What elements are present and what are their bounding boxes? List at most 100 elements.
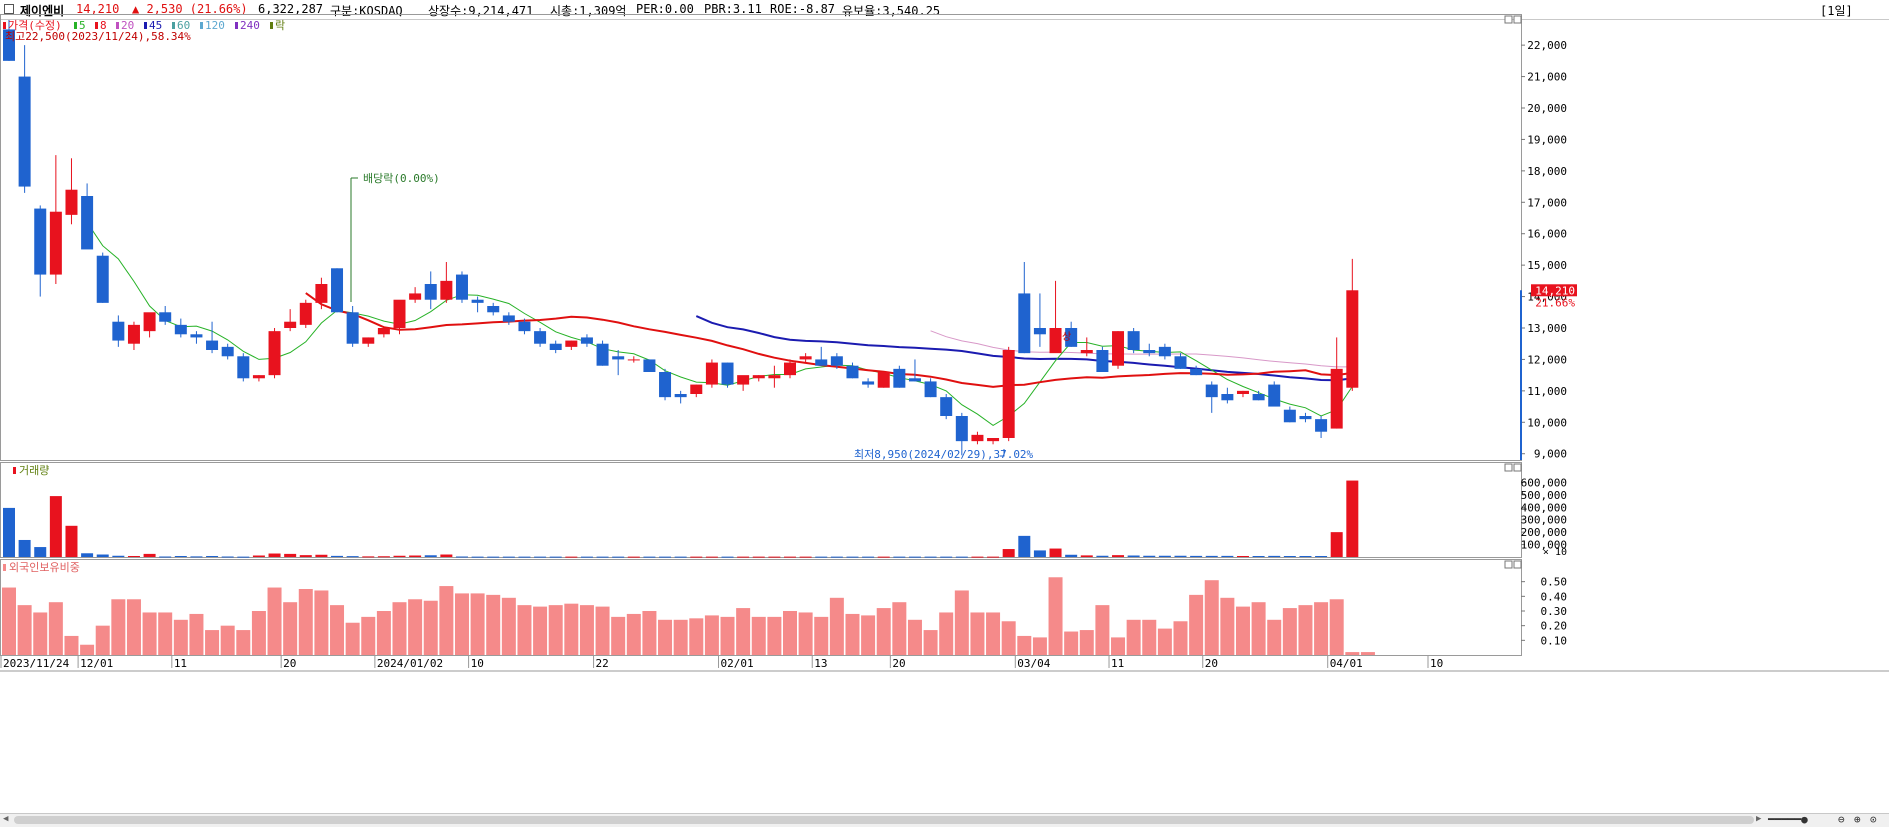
volume-bar: [1221, 555, 1234, 557]
x-tick-label: 11: [174, 657, 187, 670]
x-tick-label: 03/04: [1017, 657, 1050, 670]
price-tick-label: 15,000: [1527, 259, 1567, 272]
x-tick-label: 12/01: [80, 657, 113, 670]
foreign-ratio-bar: [970, 612, 985, 655]
volume-bar: [112, 555, 125, 557]
volume-bar: [3, 507, 15, 557]
foreign-ratio-bar: [392, 602, 407, 655]
candle-body: [487, 306, 500, 313]
foreign-ratio-bar: [673, 619, 688, 655]
ma5-line: [86, 222, 1353, 426]
candle-body: [3, 29, 15, 61]
scroll-thumb[interactable]: [14, 816, 1754, 824]
volume-bar: [971, 556, 984, 558]
volume-bar: [908, 556, 921, 558]
foreign-ratio-bar: [17, 605, 32, 655]
volume-bar: [65, 525, 78, 557]
scroll-left-icon[interactable]: ◀: [3, 814, 9, 824]
panel-2-maximize-icon[interactable]: [1513, 560, 1522, 569]
volume-bar: [1205, 555, 1218, 557]
foreign-ratio-bar: [486, 594, 501, 655]
foreign-ratio-bar: [798, 612, 813, 655]
legend-ma-icon: [95, 22, 98, 29]
candle-body: [112, 321, 125, 341]
horizontal-scrollbar[interactable]: ◀ ▶ ━━━━━● ⊖ ⊕ ⊙: [0, 813, 1889, 827]
x-tick-label: 20: [1205, 657, 1218, 670]
checkbox-icon[interactable]: [4, 4, 14, 14]
foreign-ratio-bar: [439, 586, 454, 655]
volume-bar: [1002, 549, 1015, 557]
candle-body: [752, 375, 765, 379]
volume-bar: [1096, 555, 1109, 557]
zoom-in-icon[interactable]: ⊕: [1854, 813, 1861, 826]
candle-body: [534, 331, 547, 344]
volume-bar: [1112, 555, 1125, 557]
volume-bar: [362, 556, 375, 558]
volume-bar: [440, 554, 453, 557]
candle-body: [877, 372, 890, 388]
candle-body: [549, 343, 562, 350]
volume-bar: [893, 556, 906, 558]
scroll-right-icon[interactable]: ▶: [1756, 814, 1762, 824]
volume-unit: × 10: [1543, 547, 1567, 558]
panel-1-minimize-icon[interactable]: [1504, 463, 1513, 472]
foreign-ratio-bar: [454, 593, 469, 655]
trade-volume: 6,322,287: [258, 2, 324, 16]
volume-bar: [346, 556, 359, 558]
foreign-ratio-bar: [1142, 619, 1157, 655]
period-selector[interactable]: [1일]: [1820, 4, 1853, 18]
volume-bar: [987, 556, 1000, 558]
panel-2-minimize-icon[interactable]: [1504, 560, 1513, 569]
zoom-slider-icon[interactable]: ━━━━━●: [1768, 813, 1808, 826]
foreign-ratio-bar: [1345, 652, 1360, 655]
volume-bar: [659, 556, 672, 558]
foreign-ratio-bar: [954, 590, 969, 655]
foreign-ratio-bar: [1032, 637, 1047, 655]
candle-body: [1096, 350, 1109, 372]
volume-bar: [955, 556, 968, 558]
foreign-ratio-bar: [751, 616, 766, 655]
zoom-reset-icon[interactable]: ⊙: [1870, 813, 1877, 826]
volume-bar: [1299, 556, 1312, 558]
foreign-ratio-bar: [95, 625, 110, 655]
legend-ma-label: 5: [79, 19, 86, 32]
foreign-ratio-bar: [1001, 621, 1016, 655]
roe-value: ROE:-8.87: [770, 2, 836, 16]
volume-bar: [518, 556, 531, 558]
foreign-ratio-bar: [158, 612, 173, 655]
panel-1-maximize-icon[interactable]: [1513, 463, 1522, 472]
candle-body: [1002, 350, 1015, 438]
candle-body: [1065, 328, 1078, 347]
candle-body: [596, 343, 609, 366]
x-tick-label: 10: [471, 657, 484, 670]
candle-body: [237, 356, 250, 379]
zoom-out-icon[interactable]: ⊖: [1838, 813, 1845, 826]
foreign-ratio-bar: [376, 611, 391, 655]
panel-0-minimize-icon[interactable]: [1504, 15, 1513, 24]
x-tick-label: 02/01: [721, 657, 754, 670]
foreign-ratio-bar: [861, 615, 876, 655]
foreign-ratio-bar: [283, 602, 298, 655]
panel-0-maximize-icon[interactable]: [1513, 15, 1522, 24]
foreign-ratio-bar: [876, 608, 891, 655]
legend-ma-icon: [116, 22, 119, 29]
foreign-ratio-bar: [1111, 637, 1126, 655]
legend-ma-icon: [200, 22, 203, 29]
foreign-ratio-bar: [1173, 621, 1188, 655]
foreign-ratio-bar: [829, 597, 844, 655]
foreign-ratio-bar: [314, 590, 329, 655]
volume-bar: [846, 556, 859, 558]
volume-tick-label: 300,000: [1521, 514, 1567, 527]
foreign-ratio-bar: [533, 606, 548, 655]
volume-bar: [1174, 555, 1187, 557]
volume-bar: [549, 556, 562, 558]
candle-body: [1205, 384, 1218, 398]
volume-bar: [674, 556, 687, 558]
foreign-ratio-bar: [361, 616, 376, 655]
volume-bar: [1018, 535, 1031, 557]
candle-body: [221, 346, 234, 357]
foreign-ratio-bar: [1298, 605, 1313, 655]
legend-ma-icon: [144, 22, 147, 29]
x-tick-label: 20: [892, 657, 905, 670]
